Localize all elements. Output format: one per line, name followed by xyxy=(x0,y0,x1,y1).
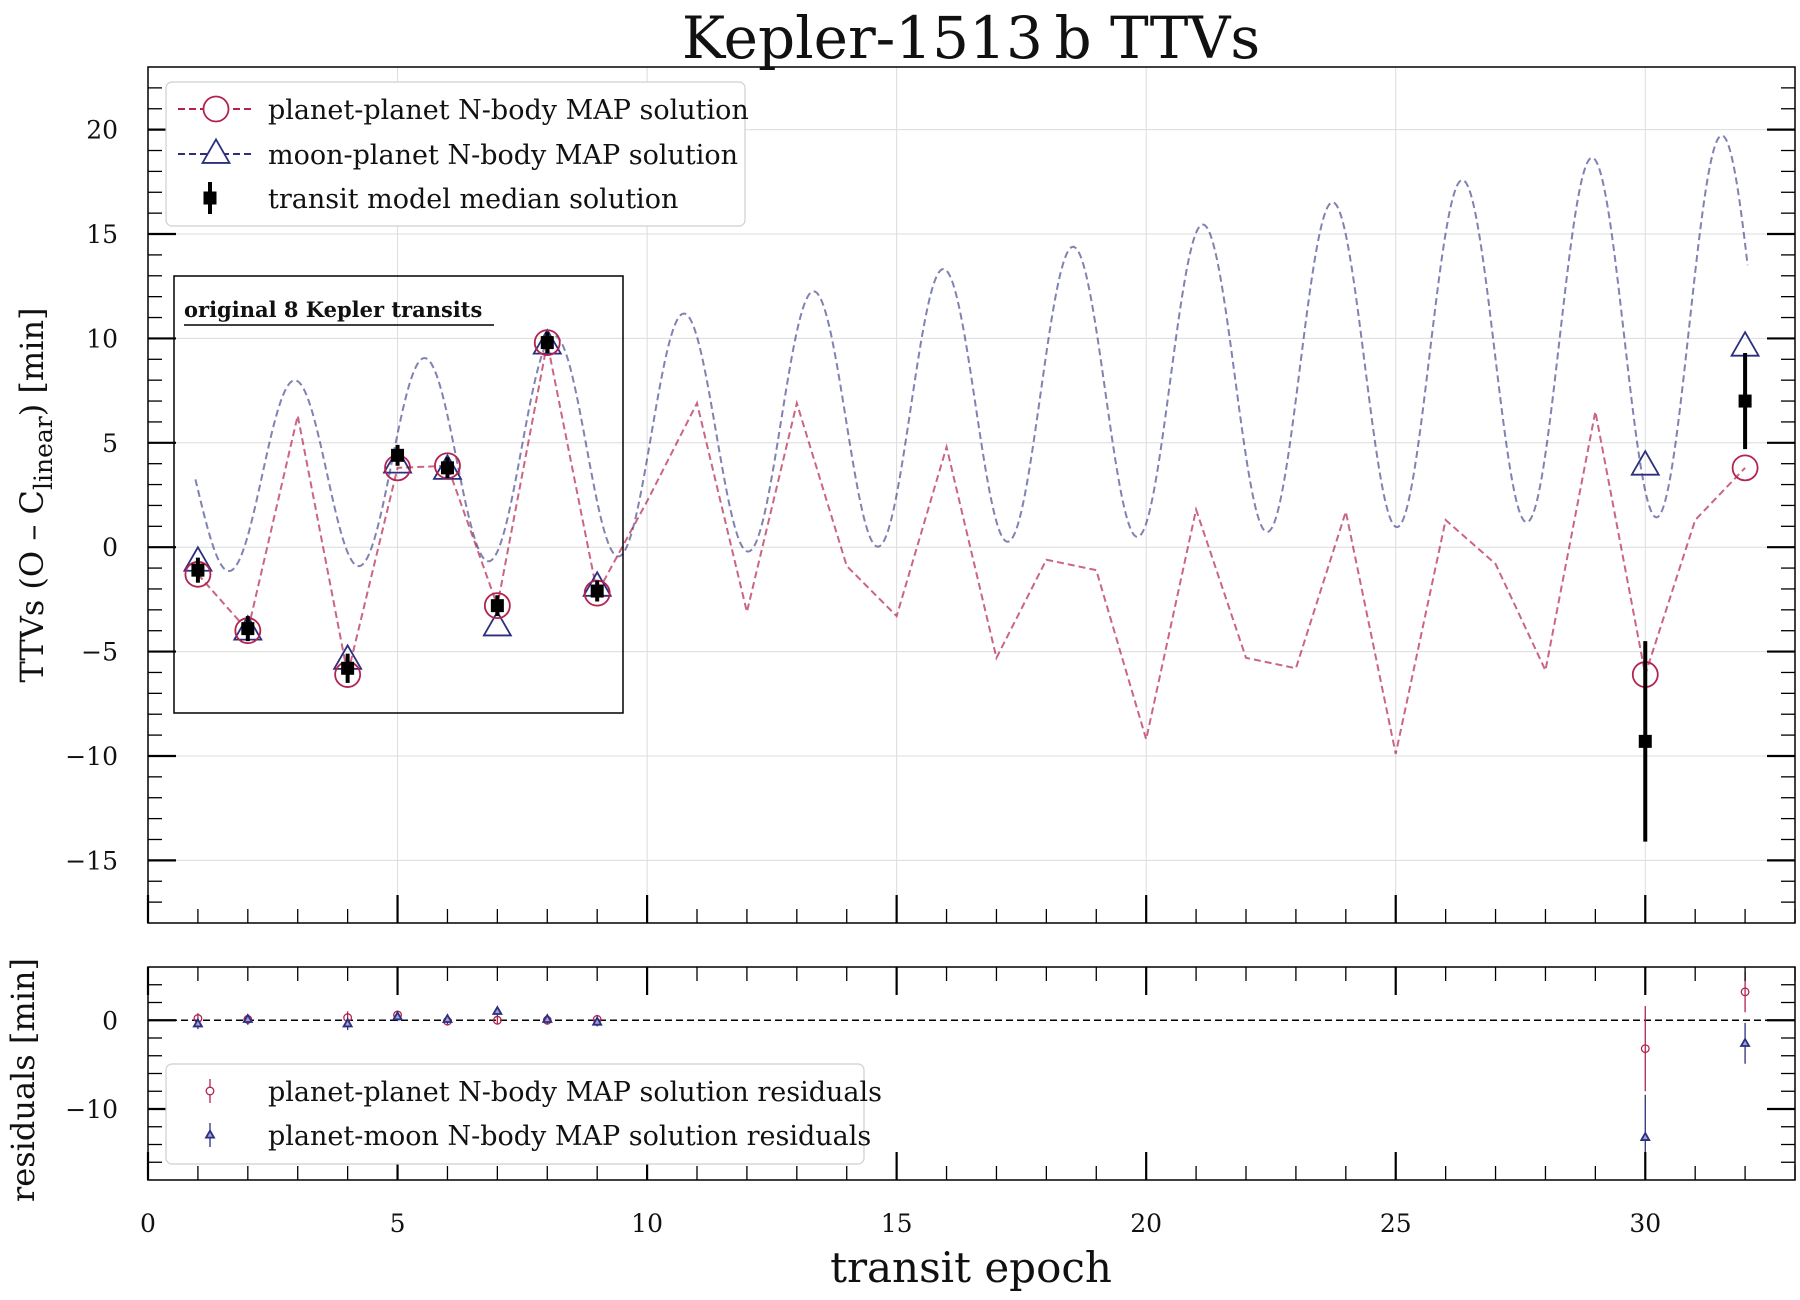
y-tick-label: 0 xyxy=(102,1006,118,1035)
x-tick-label: 5 xyxy=(390,1209,406,1238)
main-axes-frame xyxy=(147,66,1796,924)
pp-residual-point xyxy=(1740,987,1750,997)
pm-residual-point xyxy=(591,1015,603,1026)
transit-point xyxy=(590,584,604,598)
y-tick-label: 10 xyxy=(86,324,118,353)
x-tick-label: 15 xyxy=(881,1209,913,1238)
transit-point xyxy=(191,563,205,577)
transit-point xyxy=(1738,394,1752,408)
transit-point xyxy=(540,336,554,350)
pm-residual-point xyxy=(441,1013,454,1023)
pm-residual-point xyxy=(1739,1037,1751,1047)
transit-point xyxy=(241,622,255,636)
moon-planet-marker xyxy=(1730,330,1761,357)
legend-circle-marker xyxy=(202,95,230,123)
moon-planet-marker xyxy=(482,610,513,637)
pm-residual-point xyxy=(242,1013,254,1023)
legend-circle-marker xyxy=(205,1086,215,1096)
x-tick-label: 20 xyxy=(1130,1209,1162,1238)
y-tick-label: 0 xyxy=(102,533,118,562)
transit-point xyxy=(1638,734,1652,748)
planet-planet-marker xyxy=(483,592,511,620)
transit-point xyxy=(490,599,504,613)
pm-residual-point xyxy=(391,1010,404,1021)
pm-residual-point xyxy=(1639,1131,1651,1141)
pp-residual-point xyxy=(492,1015,502,1025)
pm-residual-point xyxy=(491,1005,503,1015)
transit-point xyxy=(440,461,454,475)
x-tick-label: 25 xyxy=(1380,1209,1412,1238)
y-tick-label: 15 xyxy=(86,220,118,249)
planet-planet-marker xyxy=(1731,454,1759,482)
transit-point xyxy=(341,661,355,675)
legend-label: moon-planet N-body MAP solution xyxy=(268,140,738,171)
y-tick-label: −10 xyxy=(65,742,118,771)
y-tick-label: −10 xyxy=(65,1095,118,1124)
moon-planet-marker xyxy=(382,447,413,474)
chart-title: Kepler-1513 b TTVs xyxy=(682,4,1260,72)
main-legend-box xyxy=(165,81,746,227)
legend-label: planet-planet N-body MAP solution xyxy=(268,95,749,126)
pm-residual-point xyxy=(192,1017,204,1028)
pm-residual-point xyxy=(342,1017,354,1028)
legend-triangle-marker xyxy=(200,137,232,164)
legend-label: transit model median solution xyxy=(268,184,678,215)
moon-planet-model-curve xyxy=(194,134,1749,573)
residual-legend-box xyxy=(165,1063,865,1165)
x-axis-label: transit epoch xyxy=(830,1243,1112,1292)
planet-planet-model-line xyxy=(197,342,1746,755)
y-tick-label: 20 xyxy=(86,116,118,145)
inset-box xyxy=(173,275,624,714)
inset-label: original 8 Kepler transits xyxy=(184,297,482,322)
y-axis-label: TTVs (O – Clinear) [min] xyxy=(13,307,58,682)
x-tick-label: 10 xyxy=(631,1209,663,1238)
planet-planet-marker xyxy=(533,329,561,356)
x-tick-label: 30 xyxy=(1629,1209,1661,1238)
moon-planet-marker xyxy=(1630,449,1661,476)
legend-label: planet-moon N-body MAP solution residual… xyxy=(268,1121,871,1152)
transit-point xyxy=(391,448,405,462)
legend-label: planet-planet N-body MAP solution residu… xyxy=(268,1077,882,1108)
residuals-axis-label: residuals [min] xyxy=(4,958,42,1202)
moon-planet-marker xyxy=(532,328,563,355)
pm-residual-point xyxy=(541,1013,553,1023)
y-tick-label: −15 xyxy=(65,846,118,875)
legend-triangle-marker xyxy=(204,1128,216,1139)
legend-square-marker xyxy=(203,191,217,205)
x-tick-label: 0 xyxy=(140,1209,156,1238)
y-tick-label: −5 xyxy=(81,638,118,667)
y-tick-label: 5 xyxy=(102,429,118,458)
pp-residual-point xyxy=(1640,1044,1650,1054)
